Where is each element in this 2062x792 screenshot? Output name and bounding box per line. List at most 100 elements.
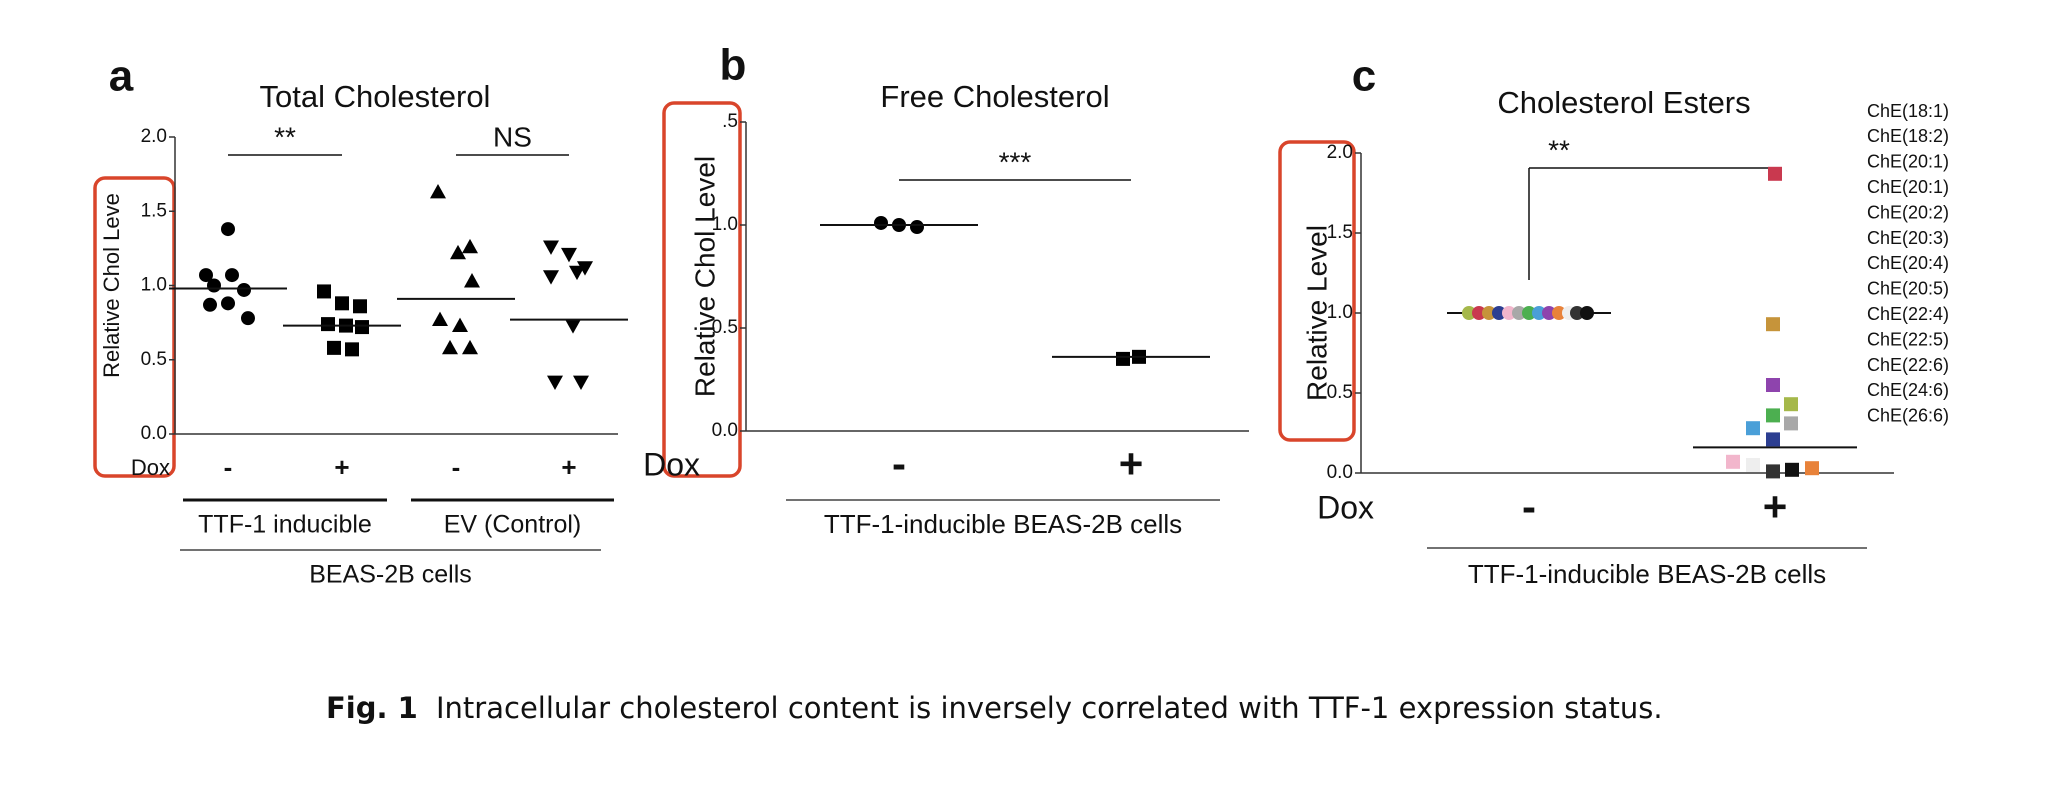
square-marker [1746,421,1760,436]
category-label: + [561,452,576,482]
legend-entry: ChE(20:5) [1867,279,1949,299]
square-marker [1746,458,1760,472]
y-tick-label: 0.5 [1327,382,1353,403]
y-tick-label: 0.0 [712,420,738,441]
dot [1502,306,1516,320]
dot [874,215,888,230]
dot [1570,306,1584,320]
legend-entry: ChE(18:2) [1867,126,1949,146]
x-axis-label: TTF-1-inducible BEAS-2B cells [824,509,1182,539]
x-row-label: Dox [1317,489,1374,525]
square-marker [327,340,341,355]
triangle-marker [462,339,478,355]
legend-entry: ChE(20:3) [1867,228,1949,248]
highlight-box [662,101,742,478]
y-tick-label: 1.0 [712,214,738,235]
triangle-marker [450,244,466,260]
square-marker [1116,351,1130,366]
square-marker [345,342,359,357]
legend-entry: ChE(22:5) [1867,329,1949,349]
legend-entry: ChE(22:6) [1867,355,1949,375]
triangle-marker [442,339,458,355]
caption-text: Intracellular cholesterol content is inv… [436,691,1663,725]
panel-letter: a [109,52,134,101]
legend-entry: ChE(20:1) [1867,177,1949,197]
highlight-box [93,176,176,478]
triangle-marker [565,319,581,334]
category-label: + [334,452,349,482]
y-tick-label: .5 [722,111,738,132]
triangle-marker [577,261,593,276]
dot [203,297,217,312]
square-marker [321,317,335,332]
panel-letter: c [1352,52,1376,101]
category-label: - [452,452,461,482]
square-marker [355,320,369,335]
y-tick-label: 1.0 [141,275,167,296]
triangle-marker [464,273,480,288]
chart-title: Cholesterol Esters [1497,85,1750,120]
dot [1542,306,1556,320]
square-marker [1784,416,1798,431]
x-row-label: Dox [643,446,700,482]
category-label: - [892,440,906,487]
group-label: TTF-1 inducible [198,511,372,539]
significance-label: NS [493,121,532,152]
square-marker [1766,378,1780,392]
dot [207,278,221,293]
triangle-marker [543,240,559,255]
y-tick-label: 1.5 [141,200,167,221]
y-tick-label: 0.0 [1327,462,1353,483]
legend-entry: ChE(22:4) [1867,304,1949,324]
chart-title: Free Cholesterol [880,79,1109,114]
dot [1492,306,1506,320]
x-axis-label: BEAS-2B cells [309,561,472,589]
triangle-marker [569,265,585,281]
dot [1580,306,1594,320]
square-marker [1768,166,1782,181]
dot [910,220,924,235]
triangle-marker [573,375,589,391]
triangle-marker [452,317,468,332]
y-axis-label: Relative Level [1301,225,1332,401]
dot [237,282,251,297]
legend-entry: ChE(24:6) [1867,380,1949,400]
square-marker [1766,464,1780,479]
triangle-marker [561,247,577,263]
triangle-marker [462,238,478,254]
legend-entry: ChE(20:1) [1867,152,1949,172]
y-tick-label: 1.5 [1327,222,1353,243]
y-tick-label: 0.5 [141,349,167,370]
panel-letter: b [720,41,747,90]
dot [1522,306,1536,320]
dot [1512,306,1526,320]
y-axis-label: Relative Chol Level [689,156,720,397]
triangle-marker [547,375,563,391]
legend-entry: ChE(18:1) [1867,101,1949,121]
legend-entry: ChE(20:4) [1867,253,1949,273]
dot [241,311,255,326]
category-label: - [1522,483,1536,530]
y-axis-label: Relative Chol Leve [99,193,124,378]
square-marker [1805,461,1819,476]
dot [1532,306,1546,320]
square-marker [353,299,367,314]
y-tick-label: 2.0 [1327,142,1353,163]
significance-label: ** [1548,134,1570,165]
y-tick-label: 0.0 [141,423,167,444]
x-row-label: Dox [131,455,170,480]
group-label: EV (Control) [444,511,582,539]
category-label: + [1119,440,1144,487]
y-tick-label: 2.0 [141,126,167,147]
square-marker [1784,397,1798,412]
dot [221,222,235,237]
x-axis-label: TTF-1-inducible BEAS-2B cells [1468,559,1826,589]
dot [199,268,213,283]
triangle-marker [432,311,448,327]
significance-label: *** [999,146,1032,177]
caption-label: Fig. 1 [326,691,418,725]
square-marker [1766,317,1780,332]
highlight-box [1278,140,1356,442]
square-marker [1726,454,1740,469]
